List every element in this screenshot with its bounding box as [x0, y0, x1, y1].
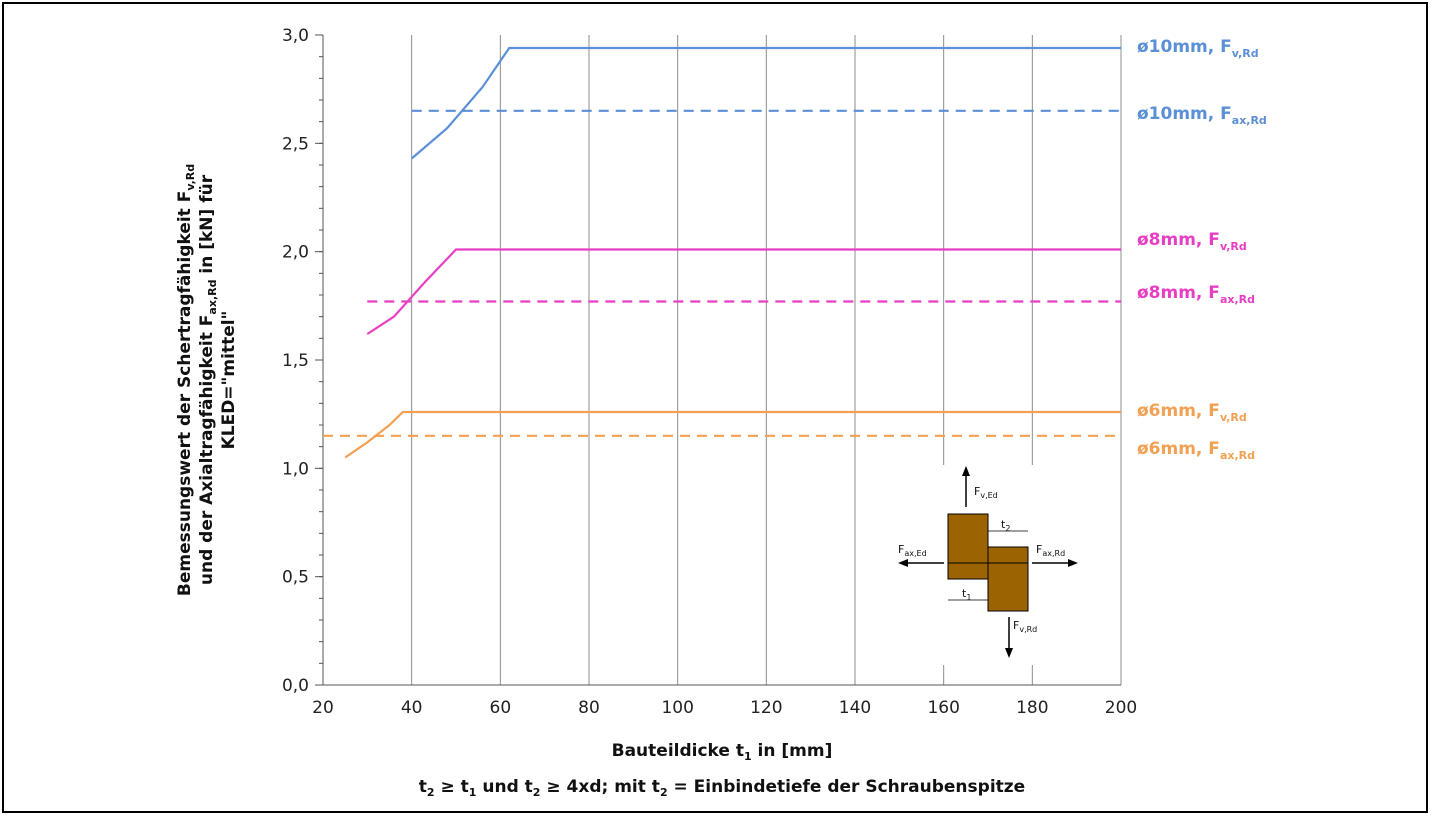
svg-text:Bemessungswert der Schertragfä: Bemessungswert der Schertragfähigkeit Fv…: [175, 164, 197, 596]
y-tick-label: 2,0: [282, 243, 309, 263]
series-label: ø6mm, Fv,Rd: [1137, 401, 1247, 424]
timber-member-2: [987, 546, 1029, 612]
x-tick-label: 200: [1105, 698, 1137, 718]
y-tick-label: 1,5: [282, 351, 309, 371]
connection-diagram: Fv,Ed Fax,Ed Fax,Rd Fv,Rd t1 t2: [886, 465, 1084, 665]
x-tick-label: 60: [490, 698, 512, 718]
x-tick-label: 40: [401, 698, 423, 718]
series-label: ø6mm, Fax,Rd: [1137, 439, 1255, 462]
y-tick-label: 2,5: [282, 134, 309, 154]
series-label: ø10mm, Fax,Rd: [1137, 104, 1267, 127]
arrowhead-left-icon: [898, 559, 908, 567]
t2-label: t2: [1001, 518, 1010, 533]
t1-label: t1: [962, 587, 971, 602]
svg-text:KLED="mittel": KLED="mittel": [219, 311, 239, 450]
y-tick-label: 1,0: [282, 459, 309, 479]
caption: t2 ≥ t1 und t2 ≥ 4xd; mit t2 = Einbindet…: [419, 777, 1025, 799]
x-tick-label: 180: [1016, 698, 1048, 718]
x-axis-ticks: 20 40 60 80 100 120 140 160 180 200: [312, 698, 1137, 718]
x-tick-label: 80: [578, 698, 600, 718]
y-tick-label: 0,0: [282, 676, 309, 696]
series-line: [410, 46, 1121, 160]
x-tick-label: 140: [839, 698, 871, 718]
fax-rd-label: Fax,Rd: [1036, 543, 1065, 558]
y-axis-title: Bemessungswert der Schertragfähigkeit Fv…: [175, 164, 239, 596]
fv-ed-label: Fv,Ed: [974, 485, 998, 500]
y-tick-label: 0,5: [282, 568, 309, 588]
y-tick-label: 3,0: [282, 26, 309, 46]
arrowhead-up-icon: [962, 466, 970, 476]
series-label: ø8mm, Fax,Rd: [1137, 283, 1255, 306]
x-tick-label: 20: [312, 698, 334, 718]
fv-rd-label: Fv,Rd: [1013, 619, 1037, 634]
x-tick-label: 160: [927, 698, 959, 718]
x-tick-label: 120: [750, 698, 782, 718]
svg-text:und der Axialtragfähigkeit Fax: und der Axialtragfähigkeit Fax,Rd in [kN…: [197, 174, 219, 585]
x-tick-label: 100: [661, 698, 693, 718]
arrowhead-right-icon: [1068, 559, 1078, 567]
series-line: [344, 410, 1121, 459]
x-axis-title: Bauteildicke t1 in [mm]: [612, 741, 833, 763]
series-label: ø8mm, Fv,Rd: [1137, 230, 1247, 253]
series-lines: [323, 46, 1121, 459]
series-labels: ø10mm, Fv,Rd ø10mm, Fax,Rd ø8mm, Fv,Rd ø8mm…: [1137, 37, 1267, 462]
series-line: [366, 248, 1121, 335]
timber-member-1: [947, 513, 989, 580]
fax-ed-label: Fax,Ed: [898, 543, 927, 558]
arrowhead-down-icon: [1005, 648, 1013, 658]
series-label: ø10mm, Fv,Rd: [1137, 37, 1259, 60]
y-axis-ticks: 0,0 0,5 1,0 1,5 2,0 2,5 3,0: [282, 26, 323, 696]
